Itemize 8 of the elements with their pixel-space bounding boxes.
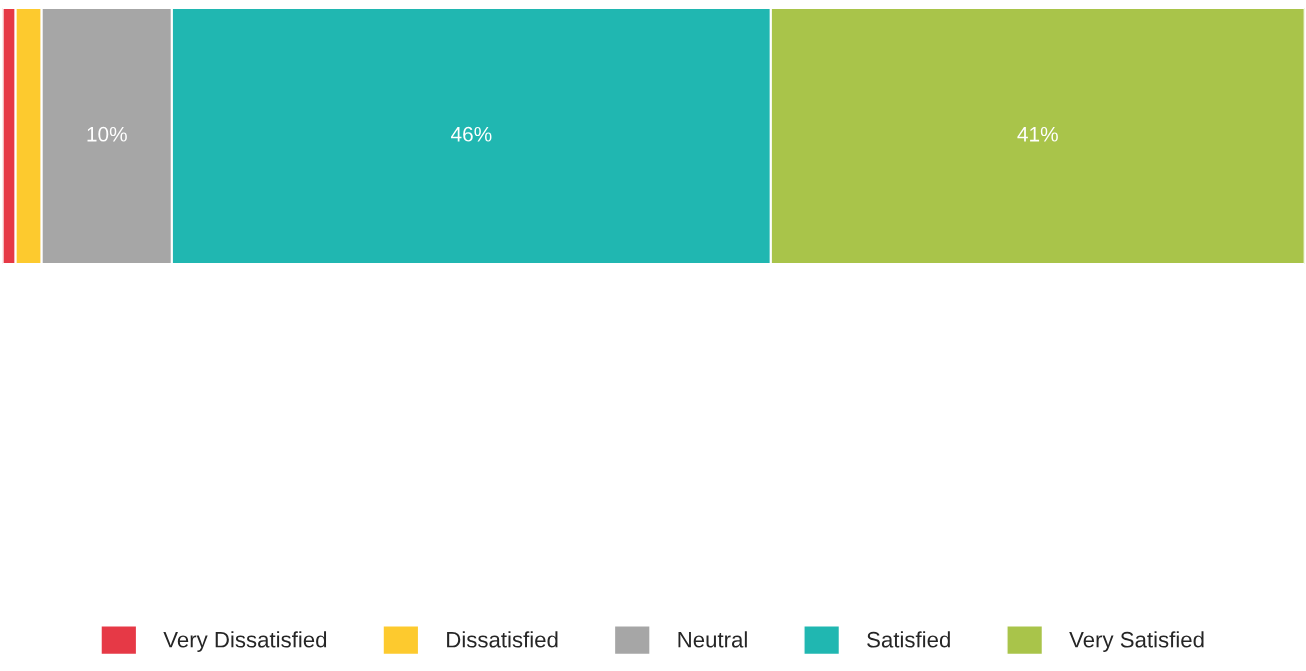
data-label: 10% bbox=[87, 126, 127, 142]
legend-label: Satisfied bbox=[867, 631, 950, 648]
legend-label: Neutral bbox=[678, 631, 747, 648]
legend-label: Very Dissatisfied bbox=[163, 631, 327, 652]
legend-label: Very Satisfied bbox=[1069, 631, 1204, 652]
legend-label: Dissatisfied bbox=[447, 631, 558, 648]
data-label: 46% bbox=[450, 126, 492, 142]
data-label: 41% bbox=[1017, 126, 1058, 142]
